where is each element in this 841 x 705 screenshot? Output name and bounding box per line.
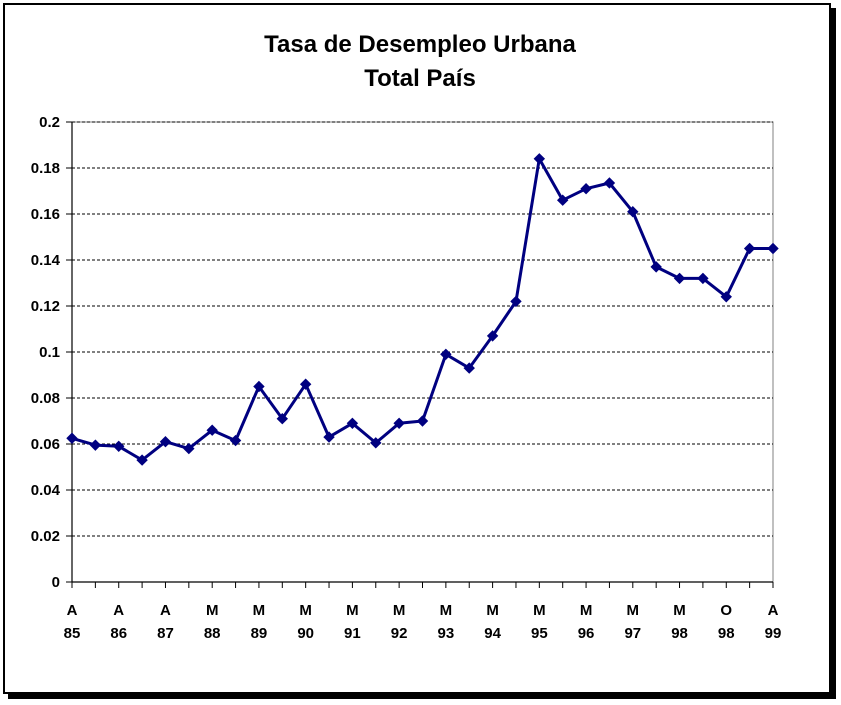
x-tick-label-bottom: 90 [297,625,314,642]
x-tick-label-top: M [673,602,686,619]
y-tick-label: 0 [52,574,60,591]
data-point-marker [159,435,172,448]
x-tick-label-bottom: 92 [391,625,408,642]
x-tick-label-top: A [768,602,779,619]
x-tick-label-bottom: 88 [204,625,221,642]
x-tick-label-bottom: 87 [157,625,174,642]
x-tick-label-top: O [720,602,732,619]
data-point-marker [136,454,148,466]
data-point-marker [113,440,125,453]
data-point-marker [183,442,195,455]
data-point-marker [66,432,78,444]
x-tick-label-bottom: 89 [251,625,268,642]
x-tick-label-top: M [627,602,640,619]
y-tick-label: 0.18 [31,160,60,177]
data-point-marker [533,153,546,165]
x-tick-label-top: M [253,602,266,619]
x-tick-label-top: M [580,602,593,619]
y-tick-labels: 0 0.02 0.04 0.06 0.08 0.1 0.12 0.14 0.16 0.18 0.2 [31,114,61,591]
data-point-marker [299,378,312,390]
y-tick-label: 0.14 [31,252,61,269]
data-point-marker [697,272,709,285]
y-tick-label: 0.1 [39,344,60,361]
data-point-marker [556,194,569,206]
data-point-marker [276,412,289,425]
y-tick-label: 0.16 [31,206,60,223]
data-point-marker [253,380,265,393]
data-point-marker [580,182,592,195]
x-tick-labels: A 85 A 86 A 87 M 88 M 89 M 90 M 91 M 92 M 93 M 94 M 95 M 96 M 97 M… [64,602,782,642]
data-point-marker [89,439,102,451]
x-tick-label-top: M [206,602,219,619]
x-tick-label-bottom: 93 [438,625,455,642]
axes [66,121,774,588]
data-point-marker [627,205,639,218]
x-tick-label-bottom: 86 [110,625,127,642]
x-tick-label-bottom: 95 [531,625,548,642]
data-point-marker [650,261,662,273]
x-tick-label-bottom: 98 [718,625,735,642]
x-tick-label-bottom: 99 [765,625,782,642]
x-tick-label-bottom: 94 [484,625,501,642]
data-point-marker [440,348,452,361]
x-tick-label-top: M [346,602,359,619]
data-point-marker [206,424,218,436]
data-point-marker [603,177,616,189]
y-tick-label: 0.04 [31,482,61,499]
x-tick-label-bottom: 91 [344,625,361,642]
x-tick-label-top: A [67,602,78,619]
data-point-marker [486,330,499,342]
chart-subtitle: Total País [364,65,476,92]
x-tick-label-top: M [440,602,453,619]
data-point-marker [673,272,686,285]
x-tick-label-bottom: 97 [624,625,641,642]
data-point-marker [370,437,382,449]
y-tick-label: 0.12 [31,298,60,315]
data-point-marker [346,417,359,430]
x-tick-label-top: A [160,602,171,619]
data-point-marker [743,242,756,255]
x-tick-label-top: M [299,602,312,619]
x-tick-label-bottom: 96 [578,625,595,642]
data-point-marker [510,295,522,308]
y-tick-label: 0.02 [31,528,60,545]
data-point-marker [323,431,335,443]
chart-title: Tasa de Desempleo Urbana [264,31,576,58]
data-point-marker [767,242,779,255]
data-point-marker [229,434,242,447]
data-series [66,153,779,466]
data-point-marker [463,362,475,374]
x-tick-label-top: M [486,602,499,619]
x-tick-label-top: A [113,602,124,619]
data-point-marker [393,417,405,430]
data-point-marker [416,415,429,427]
x-tick-label-top: M [393,602,406,619]
x-tick-label-top: M [533,602,546,619]
data-point-marker [720,291,732,303]
x-tick-label-bottom: 98 [671,625,688,642]
x-tick-label-bottom: 85 [64,625,81,642]
y-tick-label: 0.06 [31,436,60,453]
y-tick-label: 0.2 [39,114,60,131]
y-tick-label: 0.08 [31,390,60,407]
